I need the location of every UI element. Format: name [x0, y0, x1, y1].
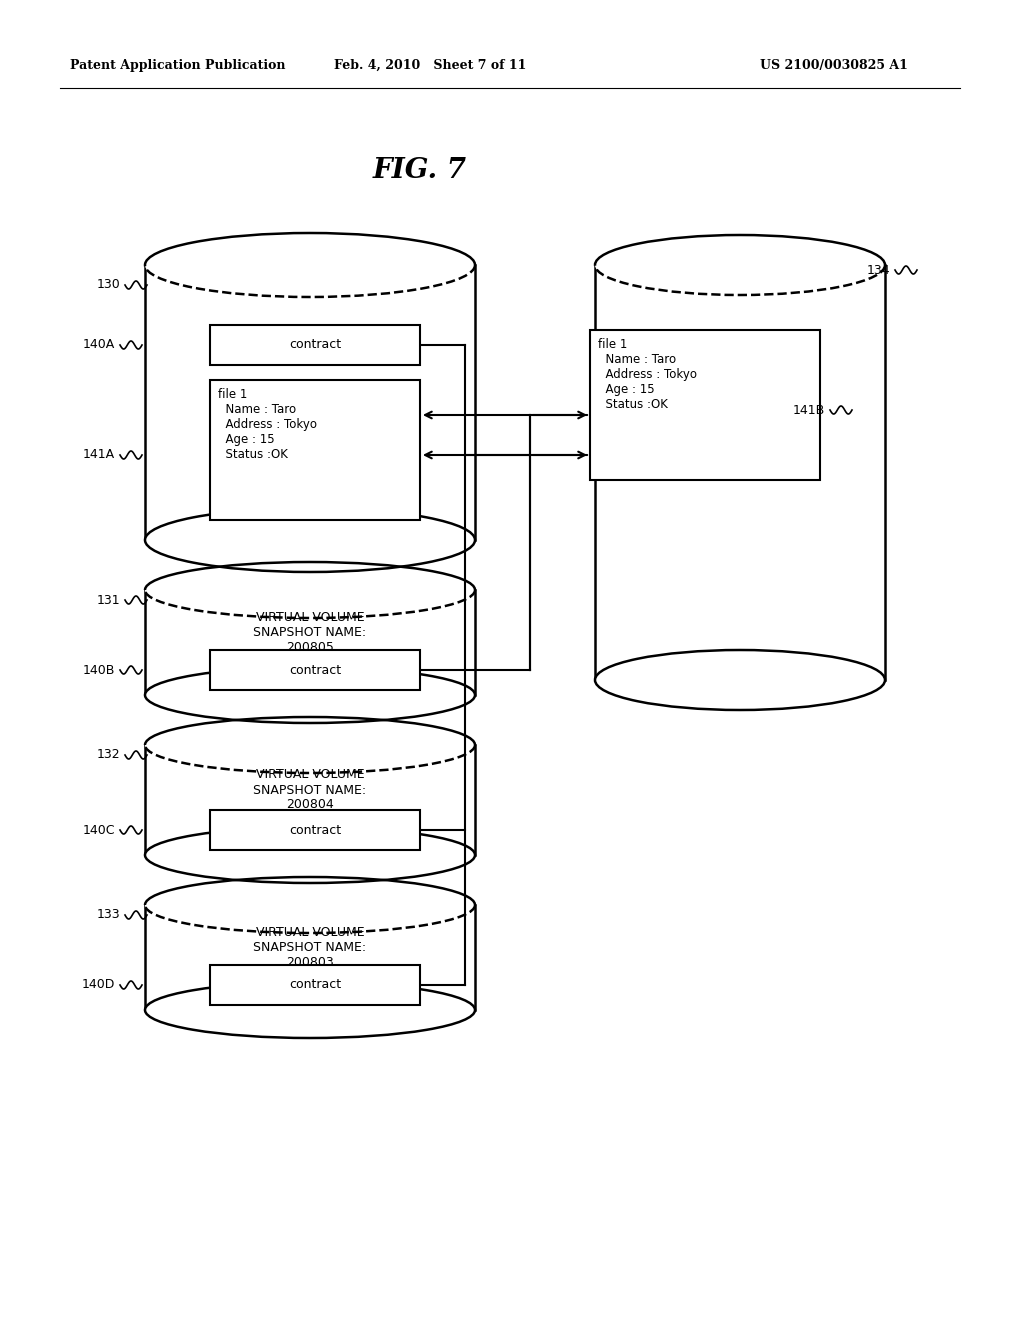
- Text: contract: contract: [289, 824, 341, 837]
- Polygon shape: [145, 590, 475, 696]
- Text: 140A: 140A: [83, 338, 115, 351]
- Ellipse shape: [145, 562, 475, 618]
- Text: Patent Application Publication: Patent Application Publication: [70, 58, 286, 71]
- Text: 133: 133: [96, 908, 120, 921]
- Ellipse shape: [145, 982, 475, 1038]
- FancyBboxPatch shape: [590, 330, 820, 480]
- Text: 140B: 140B: [83, 664, 115, 676]
- Ellipse shape: [145, 234, 475, 297]
- Ellipse shape: [145, 828, 475, 883]
- Ellipse shape: [595, 649, 885, 710]
- Text: VIRTUAL VOLUME
SNAPSHOT NAME:
200804: VIRTUAL VOLUME SNAPSHOT NAME: 200804: [253, 768, 367, 812]
- Text: contract: contract: [289, 978, 341, 991]
- Text: 130: 130: [96, 279, 120, 292]
- Text: contract: contract: [289, 338, 341, 351]
- Polygon shape: [145, 265, 475, 540]
- FancyBboxPatch shape: [210, 965, 420, 1005]
- Ellipse shape: [145, 667, 475, 723]
- FancyBboxPatch shape: [210, 649, 420, 690]
- Polygon shape: [145, 744, 475, 855]
- Text: DIFFERENCE VOLUME: DIFFERENCE VOLUME: [673, 455, 807, 469]
- Text: FIG. 7: FIG. 7: [373, 157, 467, 183]
- FancyBboxPatch shape: [210, 325, 420, 366]
- Text: WORKING VOLUME: WORKING VOLUME: [251, 385, 369, 399]
- Text: Feb. 4, 2010   Sheet 7 of 11: Feb. 4, 2010 Sheet 7 of 11: [334, 58, 526, 71]
- Text: 141B: 141B: [793, 404, 825, 417]
- Text: contract: contract: [289, 664, 341, 676]
- Polygon shape: [145, 906, 475, 1010]
- Text: VIRTUAL VOLUME
SNAPSHOT NAME:
200805: VIRTUAL VOLUME SNAPSHOT NAME: 200805: [253, 611, 367, 653]
- Text: 140C: 140C: [83, 824, 115, 837]
- Text: US 2100/0030825 A1: US 2100/0030825 A1: [760, 58, 908, 71]
- Polygon shape: [595, 265, 885, 680]
- Text: 141A: 141A: [83, 449, 115, 462]
- Text: 132: 132: [96, 748, 120, 762]
- Text: file 1
  Name : Taro
  Address : Tokyo
  Age : 15
  Status :OK: file 1 Name : Taro Address : Tokyo Age :…: [218, 388, 317, 461]
- Text: 131: 131: [96, 594, 120, 606]
- Ellipse shape: [145, 508, 475, 572]
- Ellipse shape: [145, 717, 475, 774]
- FancyBboxPatch shape: [210, 380, 420, 520]
- FancyBboxPatch shape: [210, 810, 420, 850]
- Text: 134: 134: [866, 264, 890, 276]
- Text: 140D: 140D: [82, 978, 115, 991]
- Text: file 1
  Name : Taro
  Address : Tokyo
  Age : 15
  Status :OK: file 1 Name : Taro Address : Tokyo Age :…: [598, 338, 697, 411]
- Text: VIRTUAL VOLUME
SNAPSHOT NAME:
200803: VIRTUAL VOLUME SNAPSHOT NAME: 200803: [253, 927, 367, 969]
- Ellipse shape: [595, 235, 885, 294]
- Ellipse shape: [145, 876, 475, 933]
